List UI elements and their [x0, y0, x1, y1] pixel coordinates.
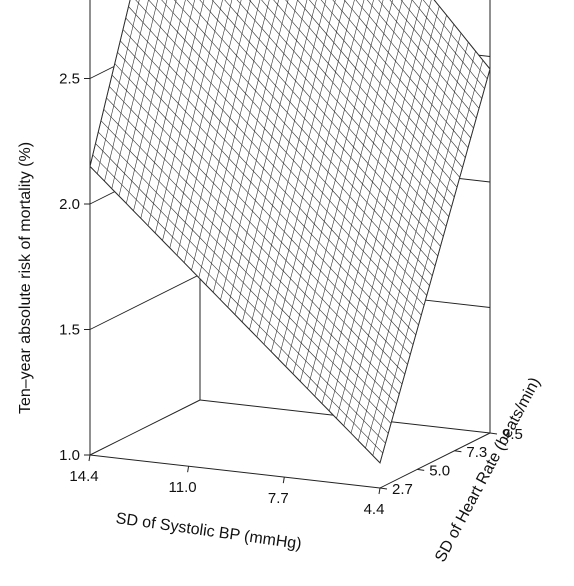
base-edge-right [379, 432, 491, 489]
base-edge-left [89, 399, 201, 456]
surface-mesh-line [118, 0, 168, 197]
surface-mesh-line [186, 0, 433, 277]
z-tick-label: 1.5 [59, 322, 80, 339]
surface-mesh-line [98, 131, 389, 434]
surface-mesh-line [89, 0, 131, 167]
y-tick-mark [379, 487, 388, 490]
y-axis-ticks: 2.7 5.0 7.3 9.5 [379, 426, 523, 498]
surface-mesh-line [224, 0, 441, 247]
surface-mesh-line [320, 0, 463, 168]
surface-mesh-line [114, 63, 406, 375]
surface-mesh-line [285, 0, 455, 198]
surface-mesh-line [297, 0, 458, 188]
x-tick-label: 7.7 [268, 490, 289, 507]
surface-mesh-line [133, 0, 186, 211]
x-tick-mark [88, 454, 91, 462]
surface-mesh-line [400, 0, 483, 99]
z-tick-label: 2.5 [59, 71, 80, 88]
surface-mesh-line [106, 97, 397, 405]
y-tick-label: 9.5 [502, 426, 523, 443]
surface-mesh-line [122, 29, 414, 345]
surface-mesh-line [411, 0, 485, 89]
surface-mesh-line [92, 154, 384, 454]
y-tick-mark [489, 432, 498, 435]
surface-mesh-line [89, 166, 381, 464]
z-tick-label: 1.0 [59, 447, 80, 464]
surface-mesh-line [117, 51, 408, 365]
surface-mesh-line [389, 0, 480, 109]
surface-mesh-line [199, 0, 436, 267]
surface-mesh-line [161, 0, 428, 296]
surface-mesh-line [355, 0, 472, 139]
surface-mesh-line [140, 0, 195, 219]
surface-mesh-line [273, 0, 452, 208]
y-tick-label: 2.7 [392, 481, 413, 498]
surface-mesh-line [422, 0, 488, 80]
x-tick-label: 11.0 [169, 479, 197, 496]
x-tick-mark [187, 466, 190, 473]
x-tick-label: 14.4 [69, 468, 98, 485]
surface-mesh-line [249, 0, 447, 227]
x-tick-mark [378, 487, 381, 495]
z-axis-label: Ten–year absolute risk of mortality (%) [17, 142, 34, 414]
surface-mesh-line [308, 0, 461, 178]
surface-mesh-line [111, 0, 158, 189]
x-axis-label: SD of Systolic BP (mmHg) [115, 510, 303, 553]
surface-mesh-line [378, 0, 477, 119]
surface-mesh-line [174, 0, 430, 286]
surface-mesh-line [332, 0, 466, 158]
z-tick-label: 2.0 [59, 196, 80, 213]
surface-mesh-line [148, 0, 425, 306]
surface-mesh-line [261, 0, 450, 217]
x-tick-label: 4.4 [364, 501, 385, 518]
surface-mesh-line [135, 0, 422, 316]
surface-mesh-line [100, 120, 392, 424]
y-tick-mark [454, 450, 462, 453]
surface-mesh-line [103, 109, 395, 414]
y-tick-label: 5.0 [429, 462, 450, 479]
surface-mesh-line [211, 0, 439, 257]
surface-mesh-line [126, 0, 177, 204]
surface-mesh-line [433, 0, 491, 70]
surface-mesh-line [125, 17, 417, 336]
surface-mesh-line [366, 0, 474, 129]
y-tick-mark [417, 468, 425, 471]
x-axis-ticks: 14.4 11.0 7.7 4.4 [69, 454, 385, 518]
surface-mesh-line [109, 86, 400, 395]
surface-mesh [89, 0, 491, 464]
z-axis-ticks: 1.01.52.02.53.03.5 [59, 71, 90, 464]
surface-mesh-line [104, 0, 149, 182]
surface-mesh-line [97, 0, 140, 174]
surface-mesh-line [236, 0, 444, 237]
y-tick-label: 7.3 [466, 444, 487, 461]
surface-mesh-line [111, 74, 403, 385]
surface-mesh-line [128, 6, 419, 326]
surface-mesh-line [95, 143, 386, 444]
base-edge-front [89, 454, 381, 489]
x-tick-mark [282, 477, 285, 484]
surface-mesh-line [343, 0, 469, 148]
surface-mesh-line [120, 40, 411, 355]
